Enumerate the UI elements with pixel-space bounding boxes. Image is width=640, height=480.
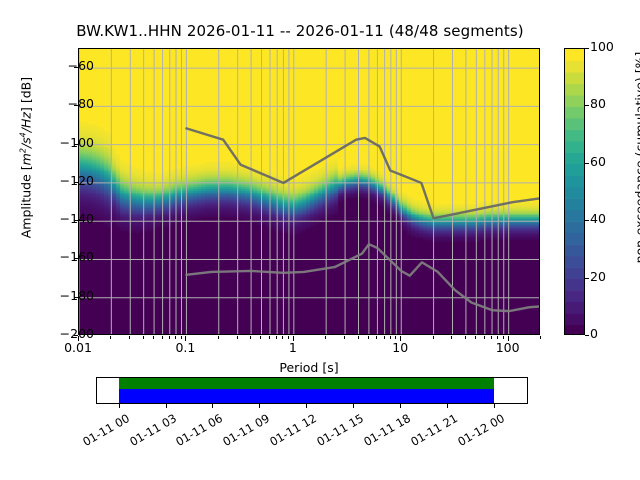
- x-axis-tick-mark: [236, 336, 238, 339]
- y-axis-tick-mark: [74, 181, 78, 183]
- x-axis-tick-label: 1: [288, 340, 297, 355]
- y-axis-tick-mark: [74, 335, 78, 336]
- y-axis-tick-label: −140: [59, 211, 94, 227]
- x-axis-tick-mark: [325, 336, 327, 339]
- coverage-tick-mark: [399, 404, 401, 408]
- x-axis-tick-mark: [292, 336, 294, 341]
- x-axis-tick-mark: [287, 336, 289, 339]
- noise-model-curves: [185, 127, 539, 313]
- x-axis-tick-mark: [400, 336, 402, 341]
- blue-coverage-bar: [118, 389, 494, 403]
- colorbar-tick-mark: [585, 277, 589, 279]
- x-axis-tick-mark: [129, 336, 131, 339]
- y-axis-tick-mark: [74, 258, 78, 260]
- ppsd-plot-area[interactable]: [78, 48, 540, 335]
- y-axis-tick-label: −80: [67, 96, 94, 112]
- x-axis-tick-mark: [78, 336, 79, 341]
- y-axis-tick-mark: [74, 143, 78, 145]
- x-axis-tick-mark: [180, 336, 182, 339]
- y-axis-label-text: Amplitude [: [18, 165, 34, 239]
- x-axis-tick-label: 10: [392, 340, 409, 355]
- green-coverage-bar: [118, 378, 494, 389]
- x-axis-tick-mark: [383, 336, 385, 339]
- x-axis-tick-label: 0.1: [175, 340, 196, 355]
- colorbar-tick-label: 0: [590, 326, 598, 341]
- x-axis-label: Period [s]: [279, 360, 339, 375]
- y-axis-tick-label: −200: [59, 326, 94, 341]
- ppsd-heatmap-canvas: [79, 49, 539, 334]
- colorbar-gradient: [565, 49, 584, 334]
- y-axis-tick-mark: [74, 67, 78, 69]
- y-axis-label-suffix: ] [dB]: [18, 76, 34, 113]
- coverage-tick-mark: [259, 404, 261, 408]
- x-axis-tick-mark: [395, 336, 397, 339]
- plot-gridlines: [79, 49, 539, 334]
- x-axis-tick-mark: [142, 336, 144, 339]
- x-axis-tick-mark: [153, 336, 155, 339]
- colorbar-tick-label: 40: [590, 211, 606, 227]
- x-axis-tick-mark: [260, 336, 262, 339]
- y-axis-tick-label: −160: [59, 249, 94, 265]
- y-axis-tick-label: −60: [67, 58, 94, 74]
- coverage-tick-mark: [353, 404, 355, 408]
- coverage-timeline[interactable]: [96, 377, 528, 404]
- x-axis-tick-mark: [269, 336, 270, 339]
- x-axis-tick-mark: [502, 336, 504, 339]
- x-axis-tick-mark: [483, 336, 485, 339]
- x-axis-tick-mark: [110, 336, 112, 339]
- y-axis-tick-mark: [74, 105, 78, 107]
- x-axis-tick-mark: [432, 336, 434, 339]
- colorbar-tick-label: 60: [590, 153, 606, 169]
- colorbar-tick-label: 80: [590, 96, 606, 112]
- colorbar-tick-mark: [585, 162, 589, 164]
- y-axis-unit: m2/s4/Hz: [18, 112, 34, 166]
- colorbar-tick-mark: [585, 220, 589, 222]
- x-axis-tick-mark: [451, 336, 453, 339]
- colorbar-tick-mark: [585, 48, 589, 49]
- x-axis-tick-mark: [185, 336, 187, 341]
- x-axis-tick-mark: [217, 336, 219, 339]
- coverage-tick-mark: [212, 404, 214, 408]
- colorbar-tick-label: 20: [590, 268, 606, 284]
- page-title: BW.KW1..HHN 2026-01-11 -- 2026-01-11 (48…: [76, 22, 524, 40]
- x-axis-tick-mark: [540, 336, 541, 339]
- x-axis-tick-mark: [376, 336, 378, 339]
- x-axis-tick-mark: [282, 336, 284, 339]
- x-axis-tick-mark: [161, 336, 163, 339]
- x-axis-tick-mark: [497, 336, 499, 339]
- colorbar-label: non-exceedance (cumulative) [%]: [632, 51, 640, 264]
- y-axis-tick-label: −100: [59, 134, 94, 150]
- x-axis-tick-mark: [357, 336, 359, 339]
- y-axis-tick-mark: [74, 220, 78, 222]
- x-axis-tick-mark: [276, 336, 278, 339]
- x-axis-tick-mark: [175, 336, 176, 339]
- coverage-tick-mark: [306, 404, 308, 408]
- x-axis-tick-mark: [168, 336, 170, 339]
- y-axis-tick-label: −120: [59, 172, 94, 188]
- x-axis-tick-label: 0.01: [64, 340, 92, 355]
- coverage-tick-mark: [446, 404, 448, 408]
- x-axis-tick-mark: [507, 336, 509, 341]
- coverage-tick-mark: [165, 404, 167, 408]
- y-axis-tick-mark: [74, 296, 78, 298]
- colorbar-tick-label: 100: [590, 39, 614, 54]
- x-axis-tick-mark: [475, 336, 477, 339]
- x-axis-tick-mark: [367, 336, 369, 339]
- x-axis-tick-mark: [344, 336, 346, 339]
- coverage-tick-mark: [118, 404, 120, 408]
- x-axis-tick-mark: [250, 336, 252, 339]
- colorbar-tick-mark: [585, 105, 589, 107]
- colorbar[interactable]: [564, 48, 585, 335]
- y-axis-label: Amplitude [m2/s4/Hz] [dB]: [18, 8, 33, 308]
- x-axis-tick-mark: [389, 336, 391, 339]
- x-axis-tick-mark: [491, 336, 493, 339]
- coverage-tick-mark: [493, 404, 495, 408]
- x-axis-tick-mark: [464, 336, 466, 339]
- x-axis-tick-label: 100: [495, 340, 520, 355]
- y-axis-tick-label: −180: [59, 287, 94, 303]
- colorbar-tick-mark: [585, 335, 589, 336]
